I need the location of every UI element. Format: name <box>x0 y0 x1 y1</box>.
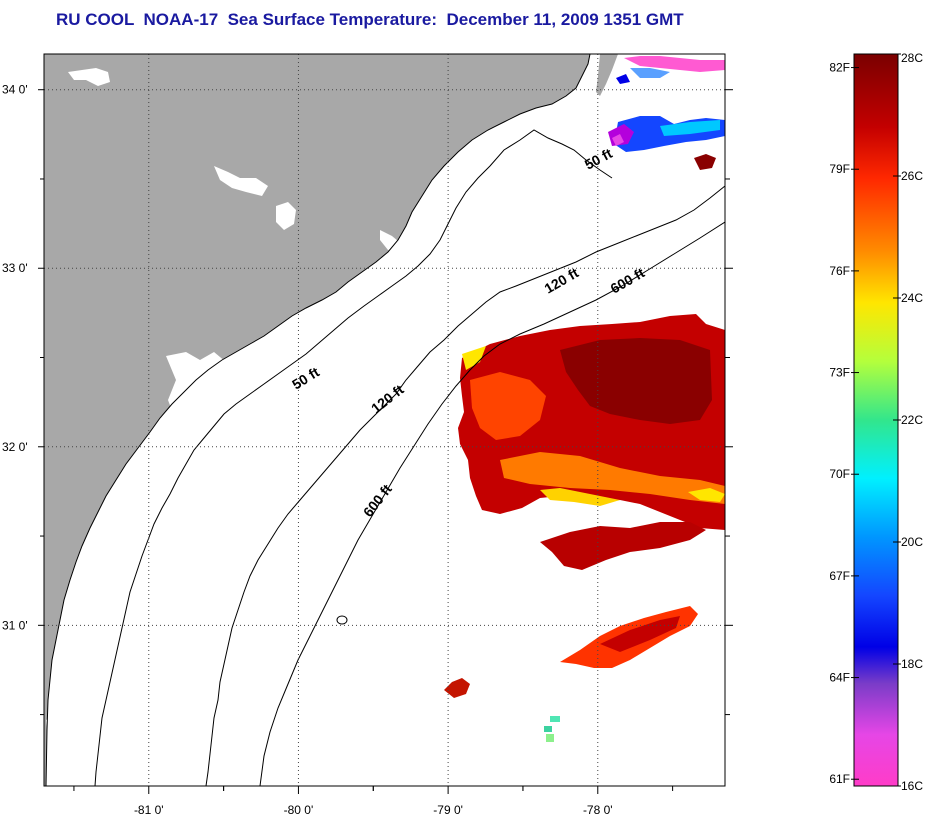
fahrenheit-tick-label: 70F <box>829 467 850 481</box>
colorbar-ticks: 28C 26C 24C 22C 20C 18C 16C 82F 79F 76F 73F 70F 67F 6… <box>829 51 923 793</box>
lat-tick-label: 34 0' <box>2 83 28 97</box>
lat-tick-label: 31 0' <box>2 618 28 632</box>
fahrenheit-tick-label: 73F <box>829 366 850 380</box>
sst-patches <box>444 56 725 742</box>
map-title: RU COOL NOAA-17 Sea Surface Temperature:… <box>56 10 684 29</box>
celsius-tick-label: 16C <box>901 779 923 793</box>
lat-tick-label: 32 0' <box>2 440 28 454</box>
lat-lon-grid <box>44 54 725 786</box>
fahrenheit-tick-label: 76F <box>829 264 850 278</box>
celsius-tick-label: 26C <box>901 169 923 183</box>
celsius-tick-label: 22C <box>901 413 923 427</box>
lon-tick-label: -78 0' <box>583 803 613 817</box>
colorbar <box>853 53 899 787</box>
fahrenheit-tick-label: 79F <box>829 162 850 176</box>
lake-4 <box>380 230 404 256</box>
lon-tick-label: -81 0' <box>134 803 164 817</box>
fahrenheit-tick-label: 64F <box>829 671 850 685</box>
celsius-tick-label: 28C <box>901 51 923 65</box>
celsius-tick-label: 18C <box>901 657 923 671</box>
fahrenheit-tick-label: 82F <box>829 61 850 75</box>
depth-contour-120ft <box>205 185 725 786</box>
lake-3 <box>276 202 296 230</box>
lake-6 <box>46 714 60 748</box>
celsius-tick-label: 24C <box>901 291 923 305</box>
celsius-tick-label: 20C <box>901 535 923 549</box>
lon-tick-label: -79 0' <box>433 803 463 817</box>
coastline <box>45 54 591 786</box>
map-axes: 34 0' 33 0' 32 0' 31 0' -81 0' -80 0' -79 0' -7… <box>2 83 733 817</box>
lon-tick-label: -80 0' <box>284 803 314 817</box>
lake-2 <box>214 166 268 196</box>
fahrenheit-tick-label: 61F <box>829 772 850 786</box>
plot-frame <box>43 53 726 787</box>
depth-contour-50ft <box>94 129 613 786</box>
fahrenheit-tick-label: 67F <box>829 569 850 583</box>
land-outer-banks <box>596 54 618 96</box>
land-mass <box>44 54 590 786</box>
lat-tick-label: 33 0' <box>2 261 28 275</box>
depth-contour-600ft <box>259 221 725 786</box>
lake-1 <box>68 68 110 86</box>
